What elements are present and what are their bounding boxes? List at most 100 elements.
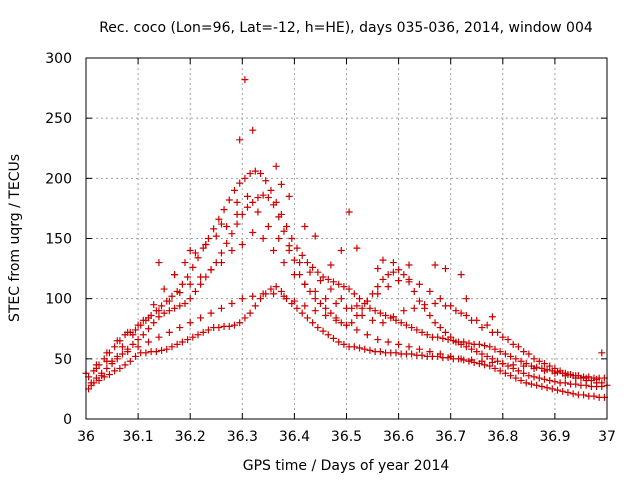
data-point [293, 304, 301, 312]
data-point [447, 302, 455, 310]
data-point [376, 348, 384, 356]
data-point [483, 352, 491, 360]
data-point [319, 327, 327, 335]
data-point [462, 295, 470, 303]
data-point [444, 336, 452, 344]
data-point [415, 345, 423, 353]
data-point [215, 324, 223, 332]
data-point [517, 376, 525, 384]
data-point [392, 316, 400, 324]
data-point [376, 309, 384, 317]
data-point [103, 357, 111, 365]
data-point [178, 280, 186, 288]
data-point [353, 244, 361, 252]
data-point [176, 289, 184, 297]
data-point [92, 374, 100, 382]
data-point [384, 271, 392, 279]
data-point [155, 307, 163, 315]
data-point [350, 343, 358, 351]
data-point [530, 364, 538, 372]
data-point [561, 372, 569, 380]
data-point [259, 290, 267, 298]
data-point [540, 375, 548, 383]
data-point [228, 299, 236, 307]
data-point [546, 362, 554, 370]
data-point [389, 268, 397, 276]
data-point [303, 259, 311, 267]
data-point [415, 280, 423, 288]
data-point [249, 228, 257, 236]
data-point [298, 251, 306, 259]
data-point [178, 338, 186, 346]
x-tick-label: 36.8 [487, 429, 518, 445]
data-point [311, 307, 319, 315]
data-point [478, 324, 486, 332]
data-point [246, 170, 254, 178]
data-point [369, 316, 377, 324]
data-point [379, 256, 387, 264]
data-point [460, 338, 468, 346]
data-point [246, 309, 254, 317]
data-point [337, 319, 345, 327]
data-point [447, 352, 455, 360]
data-point [171, 304, 179, 312]
data-point [488, 358, 496, 366]
data-point [389, 259, 397, 267]
x-tick-label: 36 [77, 429, 95, 445]
data-point [126, 357, 134, 365]
data-point [145, 338, 153, 346]
data-point [272, 162, 280, 170]
data-point [527, 380, 535, 388]
data-point [488, 313, 496, 321]
data-point [204, 326, 212, 334]
data-point [124, 328, 132, 336]
data-point [337, 295, 345, 303]
data-point [507, 352, 515, 360]
data-point [309, 263, 317, 271]
data-point [543, 384, 551, 392]
data-point [356, 295, 364, 303]
data-point [332, 316, 340, 324]
x-tick-label: 36.9 [539, 429, 570, 445]
data-point [322, 304, 330, 312]
x-tick-label: 36.5 [331, 429, 362, 445]
data-point [228, 247, 236, 255]
data-point [449, 337, 457, 345]
data-point [168, 292, 176, 300]
x-tick-label: 36.4 [279, 429, 310, 445]
data-point [350, 290, 358, 298]
data-point [478, 350, 486, 358]
data-point [254, 208, 262, 216]
data-point [168, 343, 176, 351]
data-point [277, 180, 285, 188]
data-point [405, 275, 413, 283]
data-point [374, 265, 382, 273]
data-point [207, 309, 215, 317]
data-point [249, 198, 257, 206]
data-point [327, 285, 335, 293]
data-point [277, 287, 285, 295]
data-point [105, 370, 113, 378]
data-point [514, 343, 522, 351]
y-tick-label: 150 [45, 232, 72, 248]
data-point [160, 285, 168, 293]
data-point [572, 374, 580, 382]
data-point [564, 389, 572, 397]
data-point [379, 275, 387, 283]
data-point [217, 220, 225, 228]
data-point [548, 385, 556, 393]
data-point [441, 328, 449, 336]
data-point [504, 362, 512, 370]
data-point [160, 309, 168, 317]
data-point [176, 324, 184, 332]
y-tick-label: 250 [45, 111, 72, 127]
data-point [301, 302, 309, 310]
data-point [113, 352, 121, 360]
data-point [327, 309, 335, 317]
data-point [272, 198, 280, 206]
data-point [298, 309, 306, 317]
data-point [374, 336, 382, 344]
data-point [400, 307, 408, 315]
